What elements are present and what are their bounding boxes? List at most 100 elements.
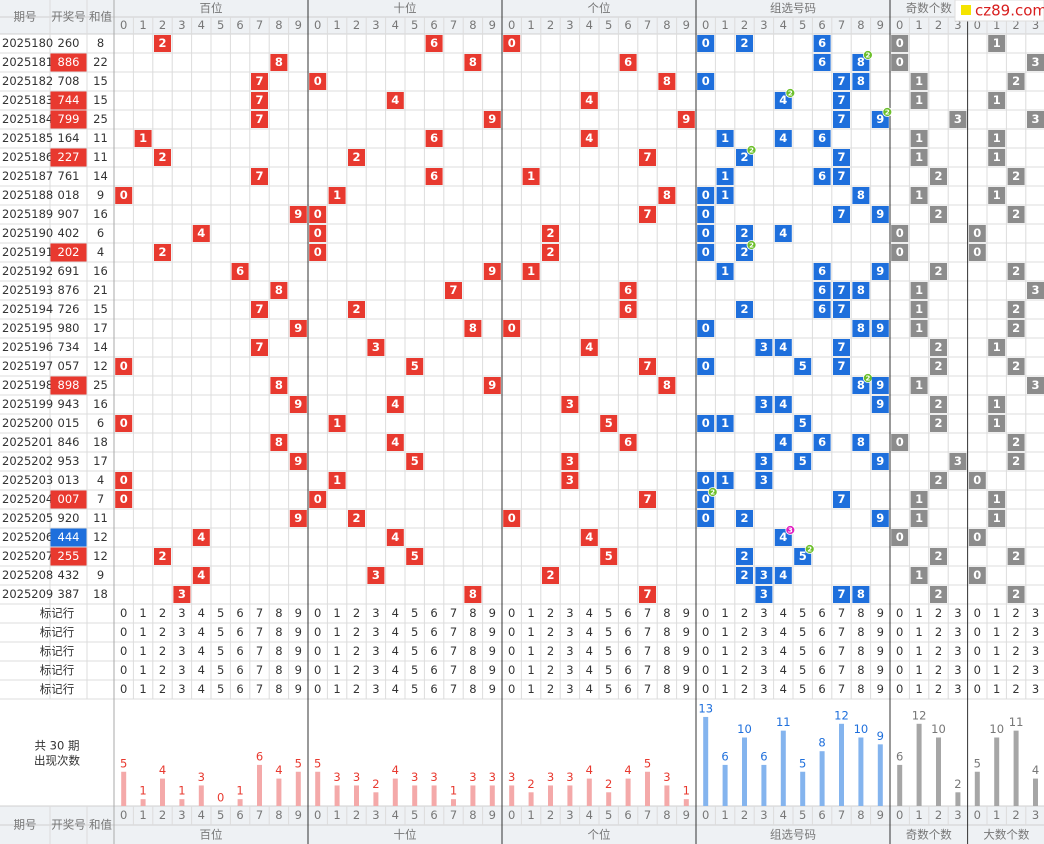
hit-digit: 0 (896, 55, 904, 69)
hit-digit: 1 (527, 169, 535, 183)
count-bar (703, 716, 709, 806)
hit-cell (115, 358, 133, 375)
digit-header: 1 (139, 18, 146, 32)
mark-digit: 1 (721, 682, 728, 696)
hit-digit: 7 (255, 302, 263, 316)
hit-cell (697, 510, 715, 527)
count-label: 2 (605, 777, 612, 791)
mark-digit: 8 (857, 644, 864, 658)
hit-cell (930, 263, 947, 280)
digit-header: 6 (236, 18, 243, 32)
hit-cell (891, 434, 909, 451)
number-highlight (50, 490, 87, 509)
digit-header: 4 (392, 18, 399, 32)
mark-digit: 0 (508, 625, 515, 639)
hit-digit: 4 (391, 435, 399, 449)
hit-digit: 6 (624, 283, 632, 297)
mark-digit: 7 (256, 663, 263, 677)
hit-digit: 2 (546, 245, 554, 259)
count-label: 5 (295, 756, 302, 770)
hit-cell (192, 567, 210, 584)
digit-header: 7 (644, 18, 651, 32)
hit-digit: 3 (760, 473, 768, 487)
draw-number: 943 (58, 397, 80, 411)
mark-digit: 7 (256, 625, 263, 639)
hit-digit: 0 (314, 226, 322, 240)
hit-cell (289, 510, 307, 527)
hit-digit: 2 (740, 245, 748, 259)
hit-cell (852, 434, 870, 451)
mark-digit: 1 (721, 644, 728, 658)
period: 2025186 (2, 150, 53, 164)
hit-cell (736, 510, 753, 527)
hit-digit: 9 (876, 511, 884, 525)
hit-cell (968, 225, 986, 242)
mark-digit: 3 (760, 644, 767, 658)
hit-digit: 2 (740, 568, 748, 582)
period: 2025201 (2, 435, 53, 449)
hit-cell (794, 415, 812, 432)
draw-number: 898 (58, 378, 80, 392)
count-label: 1 (450, 784, 457, 798)
mark-digit: 0 (702, 663, 709, 677)
period: 2025202 (2, 454, 53, 468)
mark-digit: 4 (198, 606, 205, 620)
draw-number: 761 (58, 169, 80, 183)
count-label: 10 (931, 722, 946, 736)
hit-digit: 6 (818, 302, 826, 316)
mark-digit: 4 (780, 663, 787, 677)
group-footer: 百位 (200, 828, 223, 842)
digit-header: 6 (430, 18, 437, 32)
hit-digit: 5 (799, 549, 807, 563)
mark-digit: 5 (411, 682, 418, 696)
hit-cell (1007, 168, 1025, 185)
mark-digit: 1 (333, 663, 340, 677)
digit-header: 6 (818, 18, 825, 32)
mark-digit: 1 (915, 682, 922, 696)
mark-digit: 2 (159, 682, 166, 696)
count-label: 10 (854, 722, 869, 736)
hit-digit: 7 (837, 93, 845, 107)
number-highlight (50, 110, 87, 129)
group-header: 组选号码 (770, 1, 816, 15)
hit-cell (251, 301, 268, 318)
hit-digit: 6 (818, 131, 826, 145)
hit-digit: 9 (488, 112, 496, 126)
mark-digit: 1 (915, 644, 922, 658)
period: 2025207 (2, 549, 53, 563)
hit-digit: 8 (663, 378, 671, 392)
hit-digit: 3 (760, 568, 768, 582)
hit-cell (716, 130, 734, 147)
hit-digit: 0 (120, 188, 128, 202)
period: 2025193 (2, 283, 53, 297)
draw-number: 444 (58, 530, 80, 544)
count-bar (315, 771, 321, 806)
hit-cell (697, 35, 715, 52)
hit-digit: 7 (837, 492, 845, 506)
hit-cell (1007, 548, 1025, 565)
hit-cell (580, 130, 598, 147)
hit-digit: 1 (993, 150, 1001, 164)
hit-digit: 1 (915, 188, 923, 202)
digit-header: 5 (411, 18, 418, 32)
mark-digit: 0 (974, 644, 981, 658)
digit-header: 9 (877, 18, 884, 32)
mark-digit: 0 (314, 606, 321, 620)
count-bar (877, 744, 883, 806)
count-label: 3 (489, 770, 496, 784)
hit-digit: 2 (352, 511, 360, 525)
count-bar (1013, 730, 1019, 806)
sum: 16 (93, 207, 108, 221)
digit-footer: 2 (353, 808, 360, 822)
repeat-badge (804, 544, 815, 554)
column-footer: 期号 (14, 818, 37, 832)
hit-digit: 0 (120, 416, 128, 430)
draw-number: 255 (58, 549, 80, 563)
digit-header: 2 (1012, 18, 1019, 32)
digit-footer: 6 (624, 808, 631, 822)
digit-header: 0 (974, 18, 981, 32)
hit-cell (930, 168, 947, 185)
hit-digit: 1 (915, 511, 923, 525)
period: 2025198 (2, 378, 53, 392)
count-bar (412, 785, 418, 806)
